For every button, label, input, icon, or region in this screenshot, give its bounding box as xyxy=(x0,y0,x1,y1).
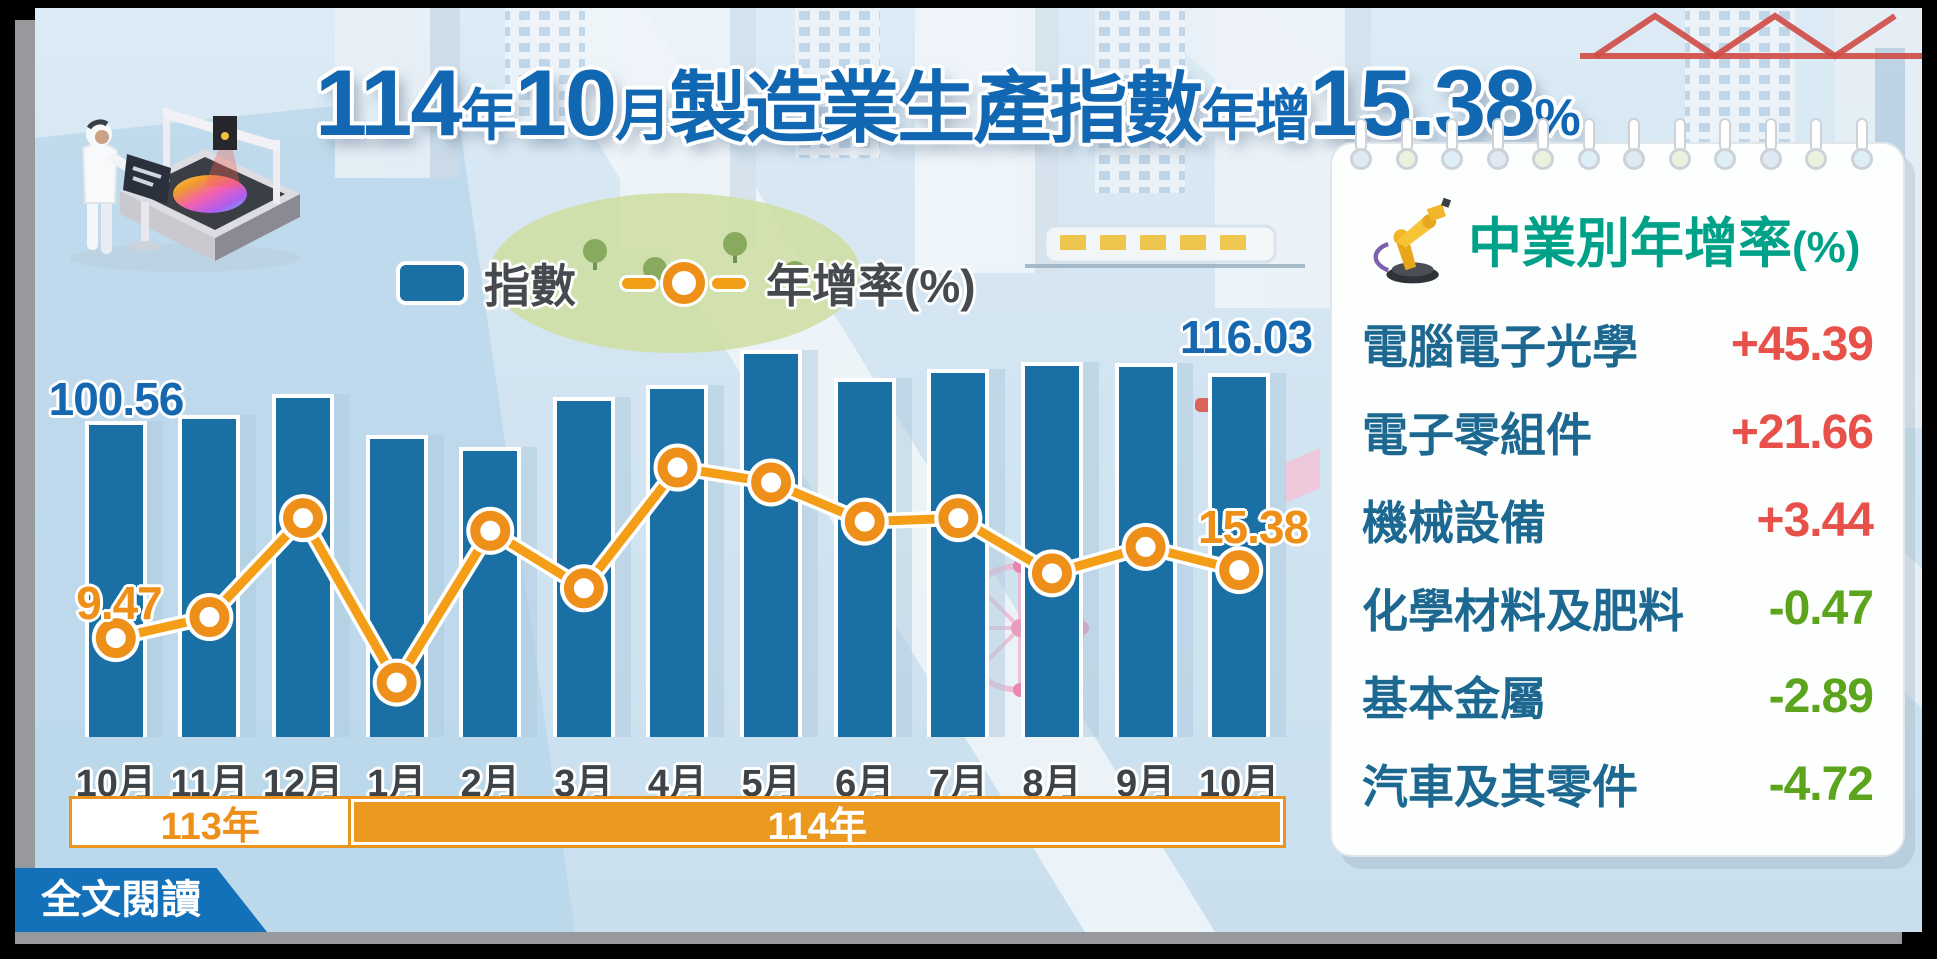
index-bar xyxy=(178,414,241,737)
industry-row: 機械設備 +3.44 xyxy=(1362,476,1874,564)
year-113-segment: 113年 xyxy=(72,799,352,848)
bar-column xyxy=(1005,361,1099,737)
title-month-unit: 月 xyxy=(615,84,671,147)
binder-ring-icon xyxy=(1759,118,1782,172)
bar-column xyxy=(911,369,1005,737)
industry-growth-panel: 中業別年增率(%) 電腦電子光學 +45.39 電子零組件 +21.66 機械設備 +3.… xyxy=(1330,118,1905,857)
read-more-button[interactable]: 全文閱讀 xyxy=(15,868,267,932)
binder-ring-icon xyxy=(1850,118,1873,172)
index-bar xyxy=(365,435,428,737)
industry-label: 基本金屬 xyxy=(1362,673,1546,725)
binder-ring-icon xyxy=(1714,118,1736,172)
binder-ring-icon xyxy=(1577,118,1600,172)
industry-growth-value: -0.47 xyxy=(1768,581,1874,635)
industry-growth-value: -4.72 xyxy=(1768,757,1874,811)
binder-ring-icon xyxy=(1623,118,1645,172)
industry-label: 機械設備 xyxy=(1362,497,1546,549)
title-subject: 製造業生產指數 xyxy=(669,64,1203,152)
bar-column xyxy=(724,350,818,737)
first-bar-value-label: 100.56 xyxy=(48,373,185,425)
binder-ring-icon xyxy=(1486,118,1509,172)
binder-ring-icon xyxy=(1350,118,1372,172)
bar-column xyxy=(1192,373,1286,737)
panel-header: 中業別年增率(%) xyxy=(1362,190,1873,286)
wafer-inspection-machine-icon xyxy=(70,108,300,272)
index-legend-swatch-icon xyxy=(400,265,464,301)
industry-label: 化學材料及肥料 xyxy=(1362,585,1684,637)
index-bar-series xyxy=(69,327,1286,737)
growth-legend-swatch-icon xyxy=(622,262,746,304)
bar-column xyxy=(443,446,537,737)
index-bar xyxy=(740,350,803,737)
index-bar xyxy=(552,396,615,737)
bar-column xyxy=(1099,362,1193,737)
title-growth-word: 年增 xyxy=(1201,84,1311,147)
index-bar xyxy=(272,393,335,737)
binder-ring-icon xyxy=(1395,118,1418,172)
industry-label: 汽車及其零件 xyxy=(1362,761,1638,813)
bar-column xyxy=(537,396,631,737)
last-bar-value-label: 116.03 xyxy=(1179,311,1313,363)
industry-row: 電腦電子光學 +45.39 xyxy=(1362,300,1874,388)
index-bar xyxy=(459,446,522,737)
year-114-segment: 114年 xyxy=(351,799,1283,848)
industry-row: 汽車及其零件 -4.72 xyxy=(1362,740,1874,828)
binder-ring-icon xyxy=(1532,118,1554,172)
last-point-value-label: 15.38 xyxy=(1197,501,1309,553)
industry-row: 化學材料及肥料 -0.47 xyxy=(1362,564,1874,652)
title-month-number: 10 xyxy=(514,50,618,155)
year-band: 113年 114年 xyxy=(69,796,1286,848)
first-point-value-label: 9.47 xyxy=(76,577,163,629)
industry-growth-value: -2.89 xyxy=(1768,669,1874,723)
industry-row: 基本金屬 -2.89 xyxy=(1362,652,1874,740)
bar-column xyxy=(350,435,444,737)
industry-row: 電子零組件 +21.66 xyxy=(1362,388,1874,476)
title-year-unit: 年 xyxy=(460,84,517,147)
index-bar xyxy=(927,369,990,737)
chart-legend: 指數 年增率(%) xyxy=(400,250,976,316)
binder-ring-icon xyxy=(1441,118,1463,172)
index-bar xyxy=(833,378,896,737)
growth-legend-label: 年增率(%) xyxy=(766,260,976,312)
robot-arm-icon xyxy=(1373,197,1452,284)
industry-label: 電子零組件 xyxy=(1362,409,1592,461)
binder-ring-icon xyxy=(1805,118,1827,172)
bar-column xyxy=(256,393,350,737)
index-legend-label: 指數 xyxy=(484,260,576,312)
index-bar xyxy=(1208,373,1271,737)
panel-title: 中業別年增率(%) xyxy=(1468,213,1861,274)
index-bar xyxy=(1114,362,1177,737)
bar-column xyxy=(631,384,725,737)
industry-growth-value: +21.66 xyxy=(1730,405,1874,459)
title-year-number: 114 xyxy=(315,50,463,155)
bar-column xyxy=(818,378,912,737)
index-bar xyxy=(646,384,709,737)
industry-label: 電腦電子光學 xyxy=(1362,321,1638,373)
index-bar xyxy=(1020,361,1083,737)
industry-growth-value: +3.44 xyxy=(1756,493,1874,547)
infographic-canvas: 114年10月製造業生產指數年增15.38% 指數 年增率(%) 10月 11月 1… xyxy=(35,8,1922,932)
industry-growth-value: +45.39 xyxy=(1730,317,1874,371)
industry-rows: 電腦電子光學 +45.39 電子零組件 +21.66 機械設備 +3.44 化學材料及肥料 -… xyxy=(1362,300,1874,828)
binder-ring-icon xyxy=(1668,118,1691,172)
